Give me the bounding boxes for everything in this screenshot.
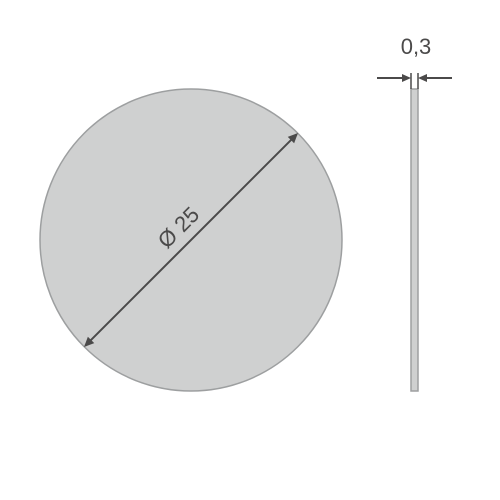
thickness-label: 0,3 [401, 34, 432, 59]
disc-side-view [411, 89, 418, 391]
